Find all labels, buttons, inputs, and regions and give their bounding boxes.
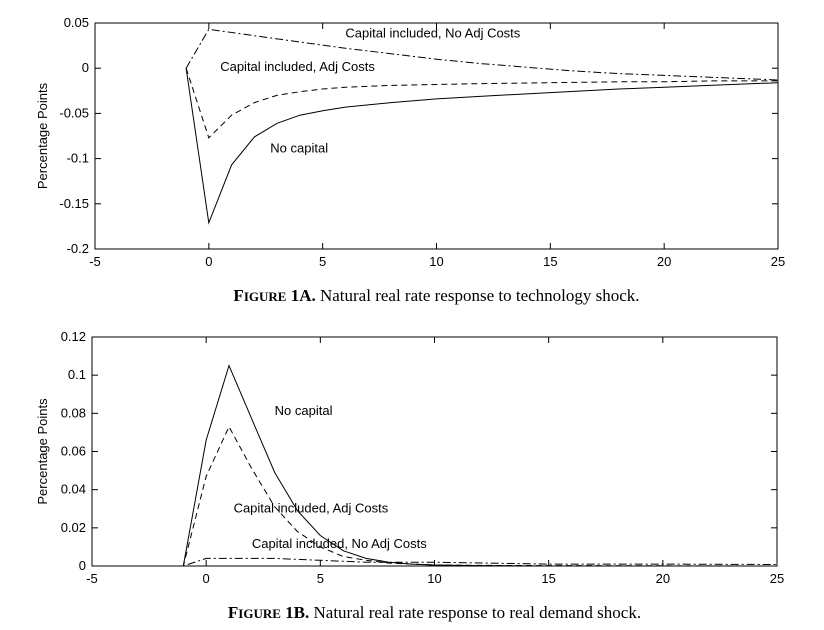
- x-axis-ticks: -5 0 5 10 15 20 25: [86, 337, 784, 586]
- series-line-solid: [92, 364, 777, 567]
- series-annotation: Capital included, No Adj Costs: [252, 536, 427, 551]
- x-tick-label: 20: [656, 571, 670, 586]
- y-tick-label: 0: [79, 558, 86, 573]
- caption-lead-initial: F: [233, 286, 243, 305]
- y-tick-label: 0.02: [61, 520, 86, 535]
- caption-text: Natural real rate response to real deman…: [309, 603, 641, 622]
- caption-lead-rest: IGURE: [244, 289, 287, 304]
- caption-lead-initial: F: [228, 603, 238, 622]
- x-tick-label: 15: [543, 254, 557, 269]
- x-tick-label: 15: [541, 571, 555, 586]
- series-annotation: Capital included, Adj Costs: [220, 59, 375, 74]
- series-annotation: Capital included, No Adj Costs: [345, 25, 520, 40]
- x-tick-label: -5: [89, 254, 101, 269]
- x-tick-label: 5: [317, 571, 324, 586]
- figure-caption: FIGURE 1A. Natural real rate response to…: [233, 286, 639, 305]
- y-tick-label: 0.12: [61, 329, 86, 344]
- series-line-dashed: [185, 68, 778, 139]
- caption-number: 1B.: [281, 603, 309, 622]
- x-tick-label: -5: [86, 571, 98, 586]
- x-tick-label: 0: [203, 571, 210, 586]
- figure-caption: FIGURE 1B. Natural real rate response to…: [228, 603, 641, 622]
- series-line-solid: [185, 68, 779, 225]
- series-line-dashdot: [92, 557, 778, 567]
- y-tick-label: -0.05: [59, 105, 89, 120]
- series-annotations: No capital Capital included, Adj Costs Cap…: [234, 403, 428, 551]
- series-line-dashdot: [185, 28, 779, 81]
- chart-panel-1b: 00.020.040.060.080.10.12 -5 0 5 10 15 20 25 No…: [35, 329, 784, 622]
- y-axis-ticks: 0 0.02 0.04 0.06 0.08 0.1 0.12: [61, 329, 777, 573]
- y-axis-ticks: -0.2 -0.15 -0.1 -0.05 0 0.05: [59, 15, 778, 256]
- y-axis-label: Percentage Points: [35, 82, 50, 189]
- chart-panel-1a: -0.2 -0.15 -0.1 -0.05 0 0.05 -5 0 5 10 15 20 25 Cap…: [35, 15, 785, 305]
- series-lines: [185, 28, 779, 225]
- y-tick-label: 0.08: [61, 405, 86, 420]
- series-line-dashed: [92, 425, 778, 567]
- y-tick-label: 0: [82, 60, 89, 75]
- caption-text: Natural real rate response to technology…: [316, 286, 640, 305]
- y-axis-label: Percentage Points: [35, 398, 50, 505]
- x-tick-label: 25: [770, 571, 784, 586]
- series-annotation: No capital: [270, 140, 328, 155]
- x-tick-label: 25: [771, 254, 785, 269]
- series-lines: [92, 364, 778, 567]
- plot-frame: [94, 22, 779, 250]
- y-tick-label: 0.06: [61, 444, 86, 459]
- caption-lead-rest: IGURE: [238, 606, 281, 621]
- series-annotations: Capital included, No Adj Costs Capital in…: [220, 25, 521, 155]
- y-tick-label: 0.05: [64, 15, 89, 30]
- y-tick-label: 0.04: [61, 482, 86, 497]
- y-tick-label: -0.2: [67, 241, 89, 256]
- caption-number: 1A.: [286, 286, 315, 305]
- x-axis-ticks: -5 0 5 10 15 20 25: [89, 23, 785, 269]
- y-tick-label: -0.1: [67, 151, 89, 166]
- x-tick-label: 0: [205, 254, 212, 269]
- plot-frame: [91, 336, 778, 567]
- y-tick-label: 0.1: [68, 367, 86, 382]
- x-tick-label: 5: [319, 254, 326, 269]
- x-tick-label: 10: [427, 571, 441, 586]
- y-tick-label: -0.15: [59, 196, 89, 211]
- x-tick-label: 20: [657, 254, 671, 269]
- series-annotation: Capital included, Adj Costs: [234, 501, 389, 516]
- x-tick-label: 10: [429, 254, 443, 269]
- series-annotation: No capital: [275, 403, 333, 418]
